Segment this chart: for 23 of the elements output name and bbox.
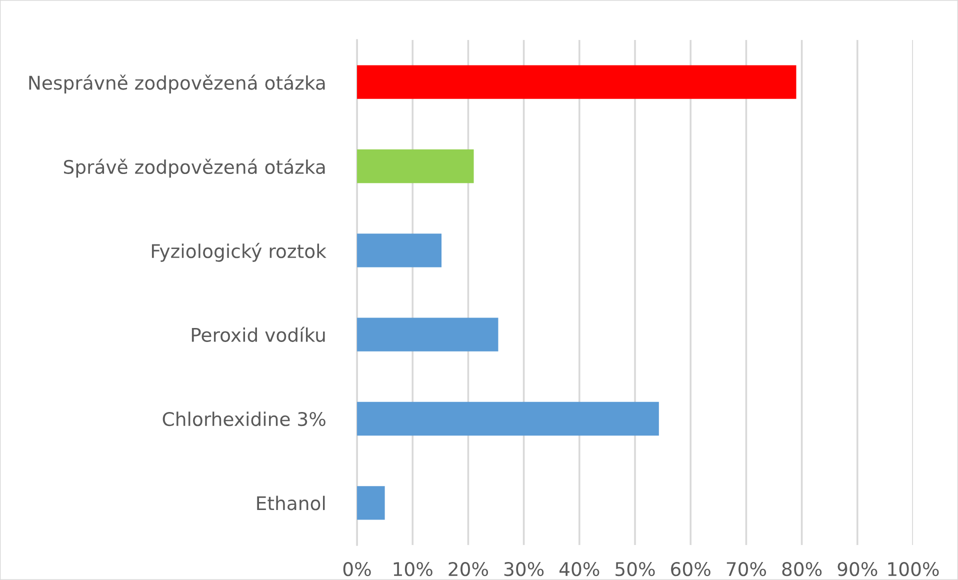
bar <box>357 402 659 436</box>
y-tick-label: Chlorhexidine 3% <box>162 412 326 426</box>
x-tick-label: 30% <box>504 562 544 576</box>
y-tick-label: Správě zodpovězená otázka <box>64 158 325 178</box>
x-tick-label: 90% <box>838 562 878 576</box>
y-tick-label: Nesprávně zodpovězená otázka <box>29 74 325 94</box>
bar <box>357 149 474 184</box>
x-tick-label: 60% <box>671 562 710 576</box>
bar <box>357 486 385 520</box>
y-tick-label: Ethanol <box>257 496 325 510</box>
x-tick-label: 70% <box>726 562 766 576</box>
x-tick-label: 10% <box>394 562 432 576</box>
y-tick-label: Peroxid vodíku <box>192 326 325 342</box>
x-tick-label: 40% <box>559 562 600 576</box>
bar <box>357 234 442 268</box>
y-tick-label: Fyziologický roztok <box>152 242 326 262</box>
x-tick-label: 50% <box>616 562 655 576</box>
bar <box>357 318 498 352</box>
x-tick-label: 100% <box>888 562 939 576</box>
x-tick-label: 80% <box>782 562 822 576</box>
x-tick-label: 0% <box>343 562 371 576</box>
x-tick-label: 20% <box>448 562 488 576</box>
bar <box>357 65 796 99</box>
